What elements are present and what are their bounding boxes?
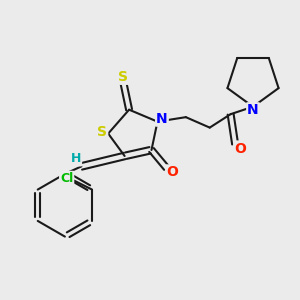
Text: Cl: Cl (60, 172, 73, 185)
Text: H: H (71, 152, 81, 166)
Text: N: N (247, 103, 259, 117)
Text: S: S (118, 70, 128, 84)
Text: N: N (156, 112, 168, 126)
Text: S: S (97, 125, 107, 139)
Text: O: O (167, 165, 178, 179)
Text: O: O (235, 142, 246, 155)
